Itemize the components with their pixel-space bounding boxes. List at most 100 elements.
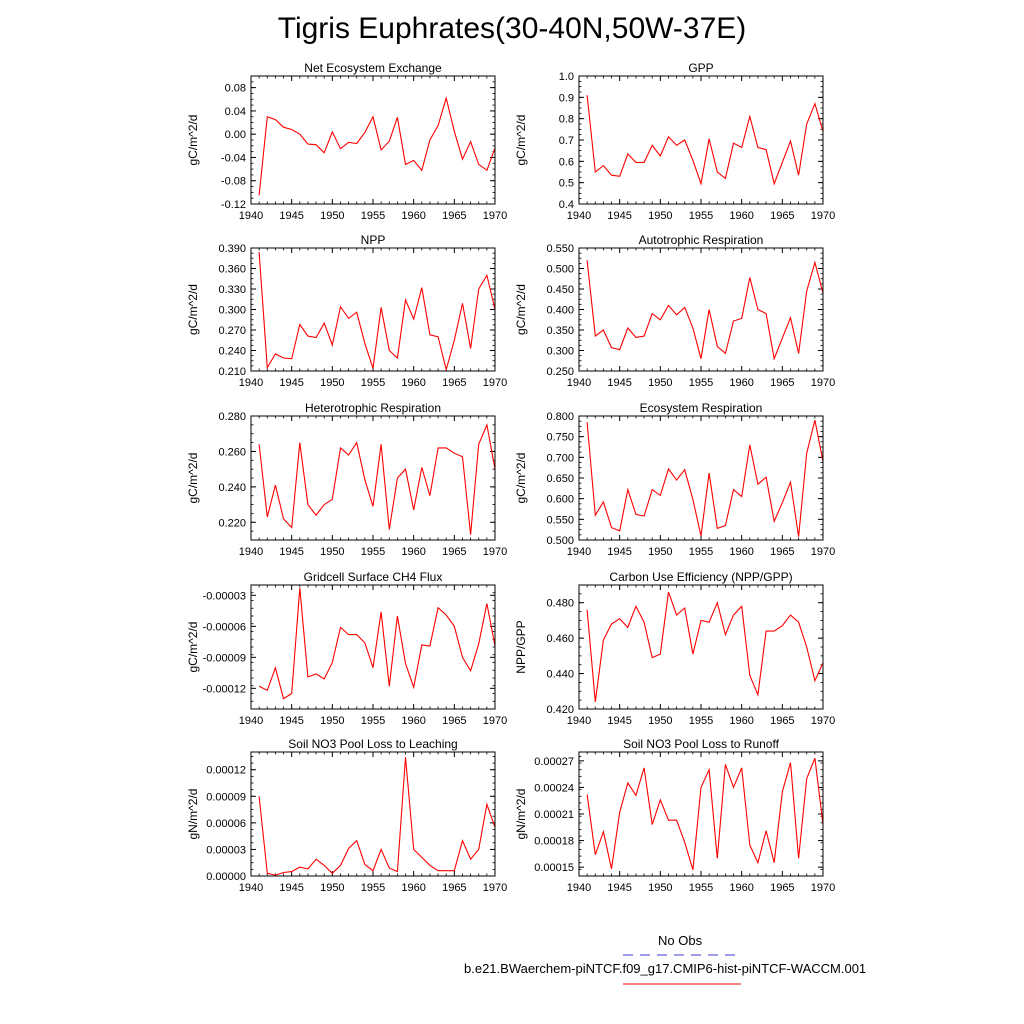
x-tick-label: 1945 bbox=[279, 546, 303, 558]
y-tick-label: -0.00003 bbox=[203, 590, 246, 602]
chart-title: Soil NO3 Pool Loss to Runoff bbox=[623, 737, 780, 751]
plot-frame bbox=[250, 247, 496, 372]
chart-panel-net-ecosystem-exchange: Net Ecosystem Exchange gC/m^2/d 1940 1945 19… bbox=[186, 61, 507, 222]
x-tick-label: 1960 bbox=[729, 715, 753, 727]
chart-title: Autotrophic Respiration bbox=[639, 233, 764, 247]
y-tick-label: 0.300 bbox=[218, 305, 246, 317]
x-tick-label: 1960 bbox=[729, 882, 753, 894]
y-tick-label: 0.9 bbox=[559, 92, 574, 104]
y-tick-label: -0.00009 bbox=[203, 652, 246, 664]
series-line bbox=[586, 95, 824, 186]
y-tick-label: 0.00000 bbox=[206, 871, 246, 883]
y-axis-label: gC/m^2/d bbox=[186, 284, 200, 335]
x-tick-label: 1945 bbox=[607, 546, 631, 558]
x-tick-label: 1940 bbox=[239, 546, 263, 558]
y-tick-label: 0.390 bbox=[218, 243, 246, 255]
chart-title: Net Ecosystem Exchange bbox=[304, 61, 442, 75]
y-tick-label: 0.00015 bbox=[534, 862, 574, 874]
x-tick-label: 1950 bbox=[320, 882, 344, 894]
plot-frame bbox=[578, 75, 824, 205]
y-tick-label: 0.4 bbox=[559, 199, 574, 211]
y-tick-label: 0.350 bbox=[546, 325, 574, 337]
series-line bbox=[258, 95, 496, 196]
y-tick-label: -0.00012 bbox=[203, 683, 246, 695]
y-tick-label: -0.04 bbox=[221, 152, 246, 164]
y-tick-label: 1.0 bbox=[559, 71, 574, 83]
x-tick-label: 1940 bbox=[567, 715, 591, 727]
chart-panel-ecosystem-respiration: Ecosystem Respiration gC/m^2/d 1940 1945 195… bbox=[514, 401, 835, 558]
x-tick-label: 1955 bbox=[689, 882, 713, 894]
y-tick-label: 0.08 bbox=[225, 83, 246, 95]
y-tick-label: 0.240 bbox=[218, 346, 246, 358]
x-tick-label: 1970 bbox=[811, 210, 835, 222]
y-axis-label: gC/m^2/d bbox=[514, 115, 528, 166]
y-tick-label: 0.260 bbox=[218, 446, 246, 458]
y-tick-label: 0.00024 bbox=[534, 782, 574, 794]
x-tick-label: 1955 bbox=[361, 377, 385, 389]
y-tick-label: 0.360 bbox=[218, 264, 246, 276]
y-axis-label: gC/m^2/d bbox=[186, 115, 200, 166]
x-tick-label: 1945 bbox=[279, 882, 303, 894]
y-axis-label: gC/m^2/d bbox=[186, 453, 200, 504]
x-tick-label: 1940 bbox=[567, 377, 591, 389]
y-tick-label: 0.700 bbox=[546, 452, 574, 464]
series-line bbox=[586, 419, 824, 537]
x-tick-label: 1955 bbox=[689, 377, 713, 389]
x-tick-label: 1960 bbox=[401, 377, 425, 389]
x-tick-label: 1965 bbox=[770, 546, 794, 558]
x-tick-label: 1965 bbox=[770, 377, 794, 389]
y-tick-label: 0.240 bbox=[218, 482, 246, 494]
y-tick-label: 0.650 bbox=[546, 473, 574, 485]
plot-frame bbox=[578, 415, 824, 541]
chart-title: Gridcell Surface CH4 Flux bbox=[304, 570, 443, 584]
y-tick-label: 0.00018 bbox=[534, 836, 574, 848]
x-tick-label: 1965 bbox=[442, 882, 466, 894]
x-tick-label: 1970 bbox=[483, 715, 507, 727]
plot-frame bbox=[250, 75, 496, 205]
y-tick-label: 0.7 bbox=[559, 135, 574, 147]
series-line bbox=[258, 422, 496, 535]
x-tick-label: 1970 bbox=[811, 377, 835, 389]
y-tick-label: 0.450 bbox=[546, 284, 574, 296]
chart-title: Ecosystem Respiration bbox=[640, 401, 763, 415]
chart-panel-npp: NPP gC/m^2/d 1940 1945 1950 1955 1960 1965 1970 0… bbox=[186, 233, 507, 389]
plot-frame bbox=[578, 751, 824, 877]
y-tick-label: 0.00006 bbox=[206, 818, 246, 830]
x-tick-label: 1945 bbox=[607, 882, 631, 894]
x-tick-label: 1945 bbox=[279, 377, 303, 389]
x-tick-label: 1940 bbox=[239, 377, 263, 389]
series-line bbox=[258, 252, 496, 372]
x-tick-label: 1965 bbox=[442, 546, 466, 558]
y-tick-label: 0.440 bbox=[546, 669, 574, 681]
x-tick-label: 1970 bbox=[483, 882, 507, 894]
y-tick-label: 0.00003 bbox=[206, 844, 246, 856]
figure-title: Tigris Euphrates(30-40N,50W-37E) bbox=[277, 12, 747, 45]
x-tick-label: 1950 bbox=[648, 882, 672, 894]
y-axis-label: gN/m^2/d bbox=[186, 789, 200, 840]
x-tick-label: 1960 bbox=[729, 546, 753, 558]
chart-panel-heterotrophic-respiration: Heterotrophic Respiration gC/m^2/d 1940 194… bbox=[186, 401, 507, 558]
y-axis-label: gC/m^2/d bbox=[186, 622, 200, 673]
y-tick-label: 0.500 bbox=[546, 264, 574, 276]
x-tick-label: 1950 bbox=[648, 546, 672, 558]
plot-frame bbox=[578, 584, 824, 710]
x-tick-label: 1970 bbox=[811, 715, 835, 727]
x-tick-label: 1950 bbox=[648, 715, 672, 727]
x-tick-label: 1960 bbox=[401, 715, 425, 727]
y-tick-label: 0.00009 bbox=[206, 791, 246, 803]
y-tick-label: 0.5 bbox=[559, 178, 574, 190]
x-tick-label: 1955 bbox=[361, 546, 385, 558]
x-tick-label: 1965 bbox=[770, 210, 794, 222]
series-line bbox=[258, 588, 496, 700]
x-tick-label: 1955 bbox=[361, 715, 385, 727]
x-tick-label: 1965 bbox=[442, 377, 466, 389]
plot-frame bbox=[250, 751, 496, 877]
plot-frame bbox=[250, 415, 496, 541]
x-tick-label: 1940 bbox=[239, 210, 263, 222]
y-tick-label: 0.6 bbox=[559, 156, 574, 168]
y-tick-label: 0.00012 bbox=[206, 765, 246, 777]
x-tick-label: 1960 bbox=[401, 210, 425, 222]
y-axis-label: NPP/GPP bbox=[514, 620, 528, 673]
y-tick-label: 0.550 bbox=[546, 514, 574, 526]
legend-label-no-obs: No Obs bbox=[658, 933, 703, 948]
